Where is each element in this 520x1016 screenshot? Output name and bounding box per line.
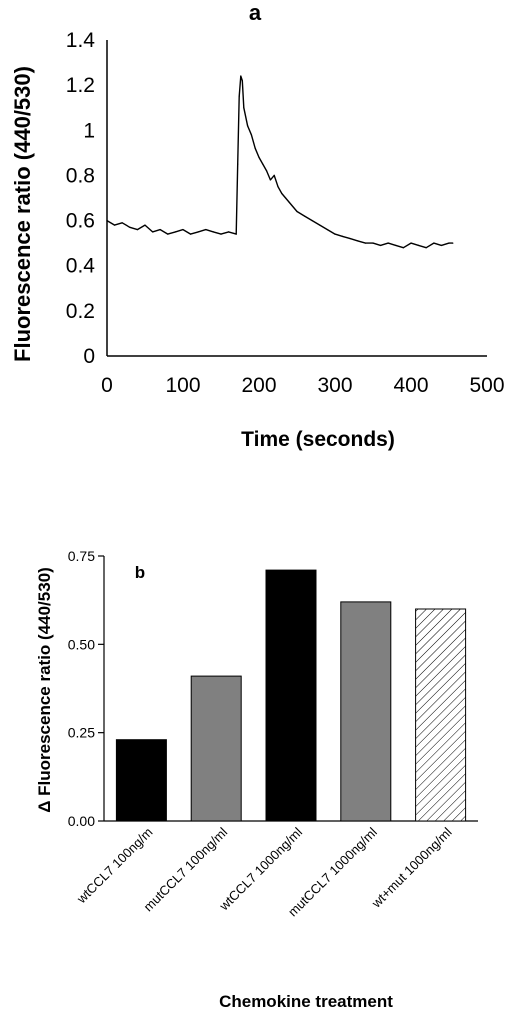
panel-a-data-point xyxy=(243,107,245,109)
panel-a-data-point xyxy=(182,229,184,231)
panel-a-y-tick-label: 1 xyxy=(83,119,95,142)
panel-a-data-point xyxy=(304,215,306,217)
panel-a-x-tick-label: 0 xyxy=(101,374,113,397)
panel-a-y-tick-label: 0.2 xyxy=(66,300,95,323)
panel-a-data-point xyxy=(402,247,404,249)
panel-a-data-point xyxy=(372,242,374,244)
panel-b-category-label: wtCCL7 100ng/m xyxy=(73,825,155,907)
panel-a-data-point xyxy=(212,231,214,233)
panel-b-bar xyxy=(190,675,242,822)
panel-a-y-tick-label: 0.6 xyxy=(66,210,95,233)
panel-a-data-point xyxy=(237,163,239,165)
panel-a-data-point xyxy=(380,244,382,246)
panel-a-y-axis-label: Fluorescence ratio (440/530) xyxy=(10,66,35,362)
panel-a-data-point xyxy=(114,224,116,226)
panel-b-x-axis-label: Chemokine treatment xyxy=(219,992,393,1011)
panel-a-data-point xyxy=(190,233,192,235)
panel-a-y-tick-label: 1.4 xyxy=(66,29,96,52)
panel-a-data-point xyxy=(387,242,389,244)
panel-a-data-point xyxy=(106,220,108,222)
panel-a-data-point xyxy=(152,231,154,233)
panel-a-data-point xyxy=(235,233,237,235)
panel-a-data-point xyxy=(296,210,298,213)
panel-a-data-point xyxy=(269,179,271,181)
panel-a-data-point xyxy=(136,229,138,231)
panel-a-y-tick-label: 1.2 xyxy=(66,74,95,97)
panel-b-y-tick-label: 0.00 xyxy=(68,813,95,829)
panel-a-data-point xyxy=(250,134,252,136)
panel-a-data-point xyxy=(440,244,442,246)
panel-a-series-line xyxy=(106,75,453,249)
panel-a-data-point xyxy=(240,75,242,77)
panel-a-data-point xyxy=(277,186,279,188)
panel-a-x-tick-label: 400 xyxy=(393,374,428,397)
panel-b-bar xyxy=(340,601,392,822)
panel-a-data-point xyxy=(174,231,176,233)
panel-a-x-axis-label: Time (seconds) xyxy=(241,428,395,451)
panel-a-data-point xyxy=(220,233,222,235)
panel-b-bar xyxy=(415,608,467,822)
panel-a-data-point xyxy=(159,229,161,231)
panel-a-data-point xyxy=(342,235,344,237)
panel-a-data-point xyxy=(285,197,287,199)
panel-a-data-point xyxy=(205,229,207,231)
panel-a-x-tick-label: 200 xyxy=(241,374,276,397)
panel-a-data-point xyxy=(395,244,397,246)
panel-b-label: b xyxy=(135,563,145,582)
panel-a-data-point xyxy=(167,233,169,235)
panel-a-data-point xyxy=(410,242,412,244)
panel-b-category-label: wtCCL7 1000ng/ml xyxy=(216,824,306,914)
panel-a-y-tick-label: 0 xyxy=(83,345,95,368)
panel-a-data-point xyxy=(262,163,264,165)
panel-a-data-point xyxy=(258,156,260,158)
panel-b-bar xyxy=(115,739,167,822)
panel-a-x-tick-label: 100 xyxy=(165,374,200,397)
panel-a-x-tick-label: 300 xyxy=(317,374,352,397)
panel-a-data-point xyxy=(425,247,427,249)
panel-a-y-tick-label: 0.8 xyxy=(66,164,95,187)
panel-a-data-point xyxy=(364,242,366,244)
panel-a-data-point xyxy=(121,222,123,224)
panel-a-data-point xyxy=(357,240,359,242)
panel-a-data-point xyxy=(334,233,336,235)
panel-a-data-point xyxy=(273,174,275,176)
panel-a-data-point xyxy=(281,192,283,195)
panel-a-data-point xyxy=(326,229,328,231)
panel-b-y-axis-label: Δ Fluorescence ratio (440/530) xyxy=(35,567,54,813)
panel-a-data-point xyxy=(247,125,249,127)
panel-a-x-tick-label: 500 xyxy=(469,374,504,397)
panel-b-category-label: wt+mut 1000ng/ml xyxy=(368,824,455,911)
panel-a-data-point xyxy=(238,95,240,97)
panel-b-y-tick-label: 0.75 xyxy=(68,548,95,564)
panel-a-data-point xyxy=(144,224,146,226)
panel-b-y-tick-label: 0.25 xyxy=(68,725,95,741)
panel-a-data-point xyxy=(197,231,199,233)
panel-a-y-tick-label: 0.4 xyxy=(66,255,96,278)
panel-a-data-point xyxy=(311,220,313,222)
panel-a-data-point xyxy=(241,80,243,82)
panel-a-data-point xyxy=(349,238,351,240)
panel-a-data-point xyxy=(319,224,321,226)
panel-a-data-point xyxy=(433,242,435,244)
panel-b-y-tick-label: 0.50 xyxy=(68,636,95,652)
panel-a-data-point xyxy=(288,201,290,204)
panel-a-data-point xyxy=(452,242,454,244)
panel-b-bar xyxy=(265,569,317,822)
panel-a-data-point xyxy=(129,226,131,228)
panel-a-data-point xyxy=(254,147,256,149)
panel-a-data-point xyxy=(448,242,450,244)
panel-a-data-point xyxy=(266,170,268,172)
panel-a-data-point xyxy=(228,231,230,233)
panel-a-data-point xyxy=(418,244,420,246)
panel-a-line-chart: 0 0.2 0.4 0.6 0.8 1 1.2 1.4 0 100 200 300 400 500 xyxy=(66,29,505,397)
panel-a-label: a xyxy=(249,0,262,25)
